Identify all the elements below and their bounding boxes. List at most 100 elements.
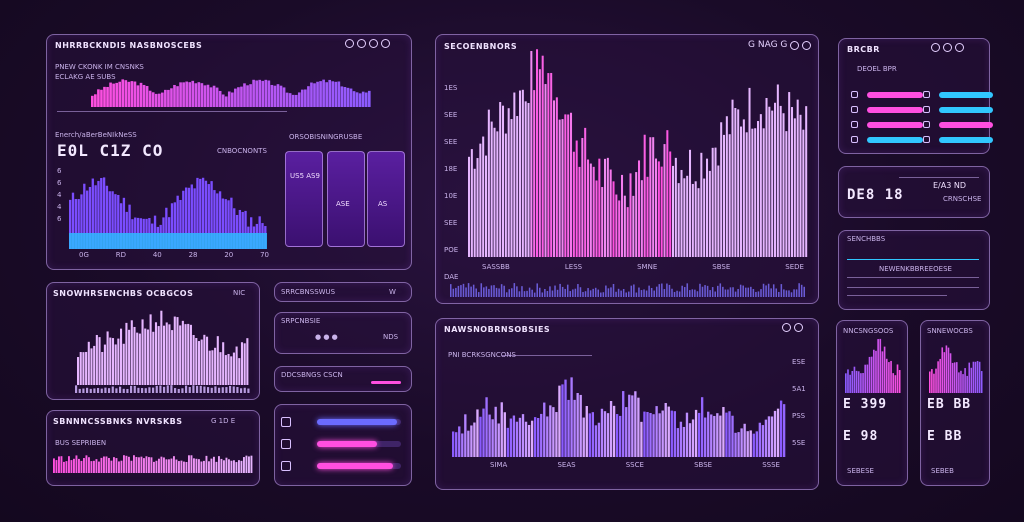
- bar-mark: [482, 408, 485, 457]
- bar-mark: [755, 431, 758, 457]
- more-icon[interactable]: [955, 43, 964, 52]
- bar-mark: [653, 290, 655, 297]
- bar-mark: [231, 92, 234, 107]
- mini-widget-2[interactable]: SRPCNBSIE NDS ● ● ●: [274, 312, 412, 354]
- mini-widget-3[interactable]: DDCSBNGS CSCN: [274, 366, 412, 392]
- settings-icon[interactable]: [790, 40, 800, 50]
- bar-mark: [652, 137, 655, 257]
- bar-mark: [168, 324, 171, 385]
- legend-controls[interactable]: [931, 43, 964, 52]
- bar-mark: [544, 84, 547, 257]
- bar-mark: [238, 358, 241, 385]
- bar-mark: [713, 415, 716, 457]
- bar-mark: [100, 89, 103, 107]
- bar-mark: [655, 286, 658, 297]
- bar-mark: [122, 388, 125, 393]
- bar-mark: [566, 284, 569, 297]
- bar-mark: [80, 194, 83, 249]
- bar-mark: [243, 457, 245, 473]
- timeline-line: [847, 259, 979, 260]
- bar-mark: [102, 177, 106, 249]
- bar-mark: [879, 338, 882, 393]
- bar-mark: [929, 371, 931, 393]
- bar-mark: [476, 409, 479, 457]
- bar-mark: [778, 291, 780, 297]
- expand-icon[interactable]: [369, 39, 378, 48]
- settings-icon[interactable]: [782, 323, 791, 332]
- bar-mark: [600, 292, 602, 297]
- bar-mark: [615, 291, 617, 297]
- overview-controls[interactable]: [345, 39, 390, 48]
- bar-mark: [182, 190, 185, 249]
- bar-mark: [538, 69, 541, 257]
- bar-mark: [531, 289, 533, 297]
- bar-mark: [89, 388, 92, 393]
- cards-title: ORSOBISNINGRUSBE: [289, 133, 363, 141]
- bar-mark: [551, 290, 554, 297]
- bar-mark: [307, 86, 310, 107]
- bar-mark: [530, 420, 534, 457]
- bar-mark: [711, 147, 714, 257]
- kpi-card-foot: SEBEB: [931, 467, 954, 475]
- bar-mark: [138, 333, 141, 385]
- bar-mark: [225, 387, 228, 393]
- bar-mark: [516, 116, 519, 258]
- bar-mark: [503, 285, 505, 297]
- bar-mark: [640, 421, 643, 457]
- card-slot-3[interactable]: AS: [367, 151, 405, 247]
- main-chart-controls[interactable]: G NAG G: [748, 40, 812, 50]
- bar-mark: [216, 336, 219, 385]
- bar-mark: [125, 322, 128, 385]
- bar-mark: [605, 285, 607, 297]
- more-icon[interactable]: [381, 39, 390, 48]
- bar-mark: [203, 334, 206, 385]
- bottom-chart-controls[interactable]: [782, 323, 803, 332]
- bar-mark: [554, 285, 556, 297]
- refresh-icon[interactable]: [357, 39, 366, 48]
- mini-widget-control[interactable]: NDS: [383, 333, 399, 341]
- timeline-sub: NEWENKBBREEOESE: [879, 265, 952, 273]
- bar-mark: [768, 106, 771, 257]
- bar-mark: [547, 73, 550, 257]
- range-control[interactable]: G NAG G: [748, 40, 788, 50]
- bar-mark: [896, 364, 899, 393]
- bar-mark: [592, 166, 595, 257]
- bar-mark: [109, 337, 112, 385]
- mini-widget-control[interactable]: W: [389, 288, 396, 296]
- bar-mark: [875, 350, 877, 393]
- bar-mark: [468, 156, 471, 257]
- bar-mark: [795, 289, 798, 297]
- timeline-track: [847, 287, 979, 288]
- divider: [57, 111, 287, 112]
- bar-mark: [674, 157, 677, 257]
- bar-mark: [722, 286, 724, 297]
- bar-mark: [90, 461, 93, 473]
- bar-mark: [91, 178, 94, 249]
- mini-widget-1[interactable]: SRRCBNSSWUS W: [274, 282, 412, 302]
- bar-mark: [646, 411, 649, 457]
- refresh-icon[interactable]: [943, 43, 952, 52]
- bar-mark: [643, 289, 645, 297]
- bar-mark: [749, 430, 752, 457]
- bar-mark: [742, 119, 745, 257]
- expand-icon[interactable]: [802, 40, 812, 50]
- secondary-chart-control[interactable]: NIC: [233, 289, 246, 297]
- overview-sub-2: ECLAKG AE SUBS: [55, 73, 116, 81]
- bar-mark: [179, 199, 182, 249]
- bar-mark: [328, 79, 332, 107]
- settings-icon[interactable]: [345, 39, 354, 48]
- card-slot-1[interactable]: US5 AS9: [285, 151, 323, 247]
- bar-mark: [78, 458, 80, 473]
- expand-icon[interactable]: [794, 323, 803, 332]
- bar-mark: [533, 90, 536, 257]
- bar-mark: [193, 188, 196, 249]
- bar-mark: [567, 399, 570, 457]
- card-slot-2[interactable]: ASE: [327, 151, 365, 247]
- bar-mark: [849, 374, 851, 393]
- bar-mark: [77, 199, 80, 249]
- bar-mark: [619, 415, 622, 457]
- settings-icon[interactable]: [931, 43, 940, 52]
- bar-mark: [334, 81, 338, 107]
- bottom-left-control[interactable]: G 1D E: [211, 417, 236, 425]
- bar-mark: [791, 107, 794, 257]
